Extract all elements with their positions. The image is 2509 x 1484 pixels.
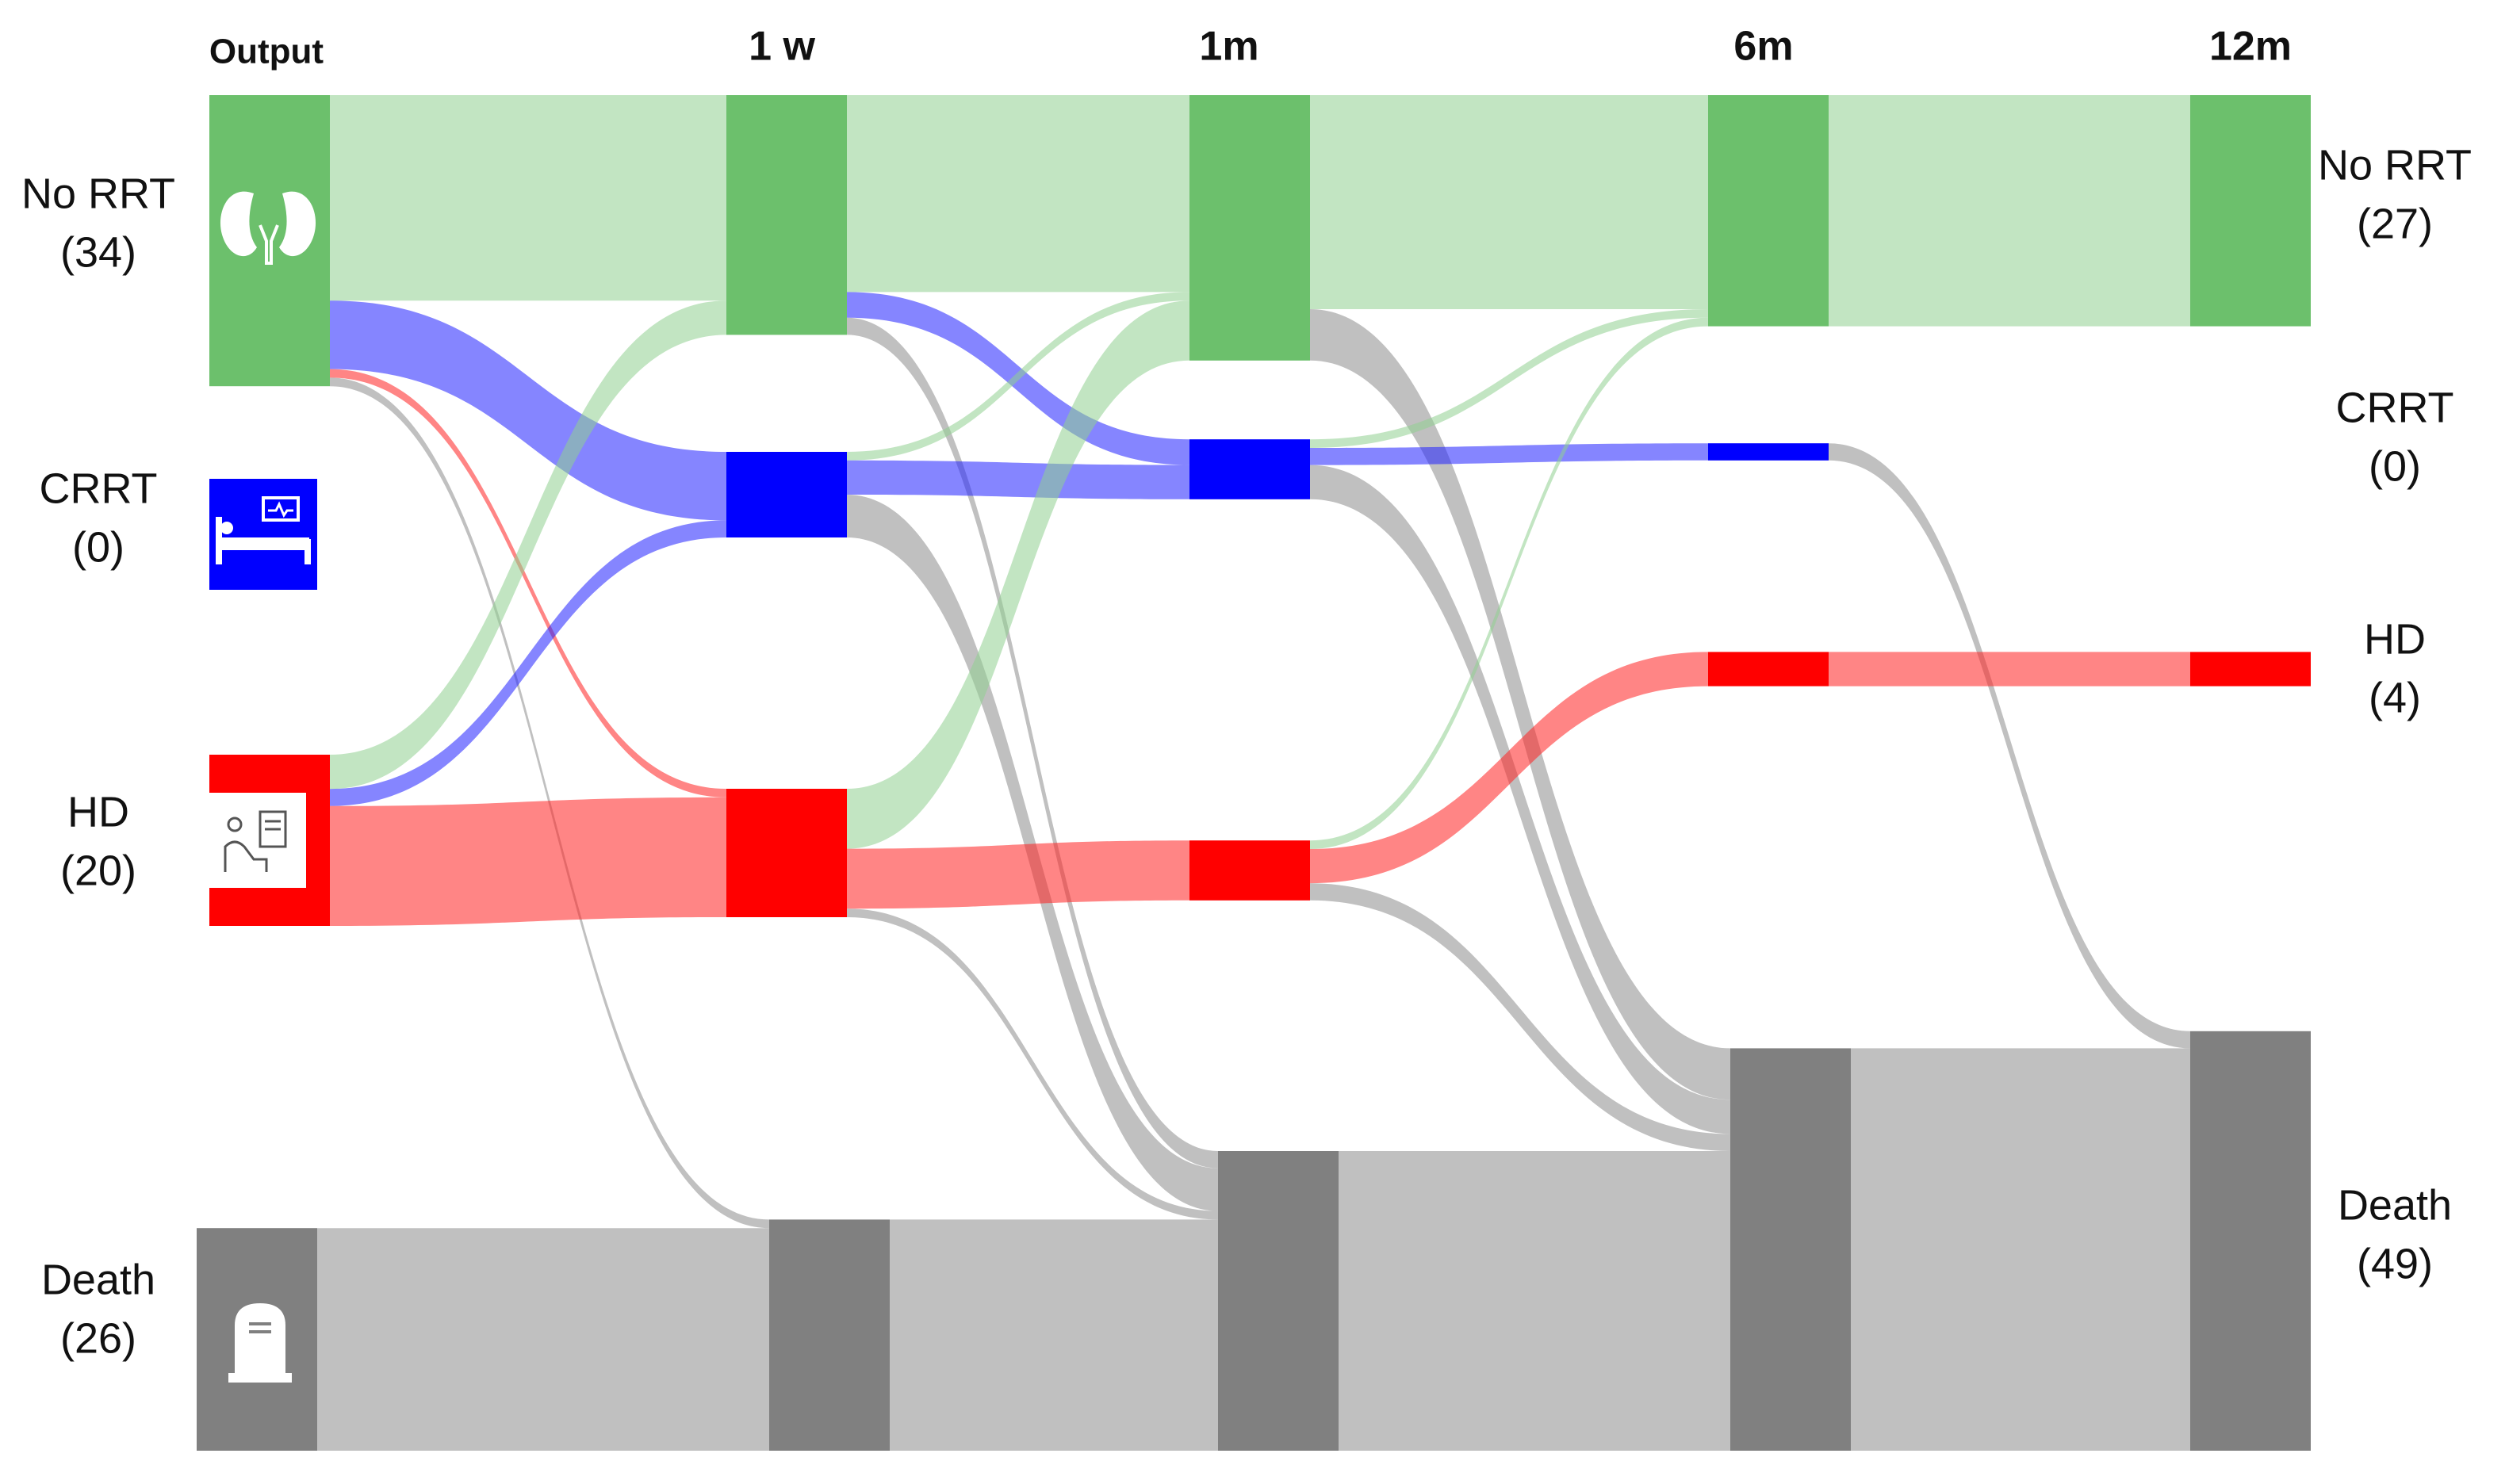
stage-label: Output	[209, 33, 324, 71]
state-label: Death	[41, 1256, 155, 1303]
node	[726, 789, 847, 917]
flow-link	[1310, 317, 1708, 849]
node	[726, 452, 847, 537]
links	[317, 95, 2190, 1451]
stage-label: 6m	[1733, 24, 1793, 70]
flow-link	[330, 95, 726, 301]
flow-link	[1829, 652, 2190, 687]
state-label: No RRT	[21, 170, 175, 217]
stage-label: 1m	[1199, 24, 1258, 70]
node	[1708, 652, 1829, 687]
hd-icon-box	[208, 793, 306, 888]
state-label: HD	[67, 788, 129, 836]
flow-link	[847, 300, 1189, 849]
grave-icon	[228, 1303, 292, 1383]
state-count: (0)	[72, 523, 124, 571]
state-label: CRRT	[2335, 384, 2453, 431]
flow-link	[890, 1219, 1218, 1451]
node	[1218, 1151, 1339, 1451]
icons	[208, 191, 317, 1383]
flow-link	[330, 520, 726, 806]
flow-link	[1829, 95, 2190, 327]
node	[1708, 443, 1829, 461]
node	[1189, 840, 1310, 901]
stage-label: 12m	[2209, 24, 2292, 70]
node	[2190, 95, 2311, 327]
flow-link	[847, 292, 1189, 461]
state-count: (20)	[60, 847, 136, 894]
crrt-icon-box	[209, 479, 317, 590]
state-label: Death	[2338, 1181, 2452, 1229]
flow-link	[330, 369, 726, 797]
stage-label: 1 w	[749, 24, 815, 70]
flow-link	[847, 317, 1218, 1168]
state-count: (49)	[2357, 1240, 2433, 1287]
state-count: (0)	[2369, 442, 2421, 490]
flow-link	[1310, 309, 1708, 448]
flow-link	[1310, 883, 1730, 1151]
node	[769, 1219, 890, 1451]
labels: Output 1 w 1m 6m 12m No RRT (34) CRRT (0) HD (20) D…	[21, 24, 2472, 1363]
flow-link	[1310, 309, 1730, 1100]
kidney-icon	[220, 191, 316, 265]
flow-link	[1310, 95, 1708, 309]
node	[2190, 652, 2311, 687]
node	[2190, 1031, 2311, 1451]
node	[1730, 1048, 1851, 1451]
state-label: CRRT	[39, 465, 157, 512]
flow-link	[1851, 1048, 2190, 1451]
node	[1189, 439, 1310, 499]
flow-link	[330, 300, 726, 790]
state-count: (26)	[60, 1314, 136, 1362]
flow-link	[317, 1228, 769, 1451]
state-count: (4)	[2369, 674, 2421, 721]
flow-link	[1829, 443, 2190, 1049]
state-label: HD	[2364, 615, 2426, 663]
flow-link	[847, 460, 1189, 499]
flow-link	[847, 908, 1218, 1220]
dialysis-icon	[224, 810, 287, 872]
flow-link	[1339, 1151, 1730, 1451]
flow-link	[330, 797, 726, 926]
flow-link	[847, 95, 1189, 293]
flow-link	[1310, 652, 1708, 884]
bed-icon	[216, 496, 311, 564]
state-count: (34)	[60, 228, 136, 276]
node	[1708, 95, 1829, 327]
node	[1189, 95, 1310, 361]
flow-link	[330, 300, 726, 521]
flow-link	[847, 840, 1189, 909]
node	[726, 95, 847, 335]
state-count: (27)	[2357, 200, 2433, 247]
state-label: No RRT	[2318, 141, 2472, 189]
flow-link	[1310, 465, 1730, 1134]
flow-link	[1310, 443, 1708, 465]
